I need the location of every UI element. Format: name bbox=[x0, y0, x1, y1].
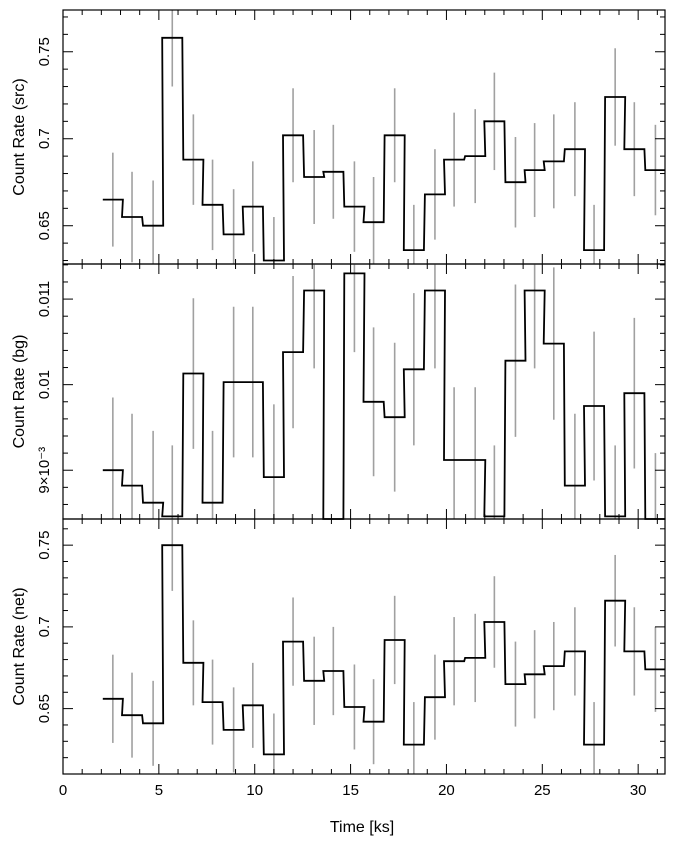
xtick-label: 10 bbox=[246, 782, 263, 799]
bg-series-line bbox=[102, 272, 666, 520]
xtick-label: 0 bbox=[59, 782, 67, 799]
net-ytick-label: 0.75 bbox=[36, 531, 53, 560]
net-y-axis-label: Count Rate (net) bbox=[11, 587, 28, 705]
xtick-label: 25 bbox=[534, 782, 551, 799]
panel-net: 0.65 0.7 0.75 Count Rate (net) 0 5 10 15 20 25 30 bbox=[11, 518, 666, 799]
net-plot-frame bbox=[62, 518, 666, 775]
src-series-line bbox=[102, 36, 666, 262]
bg-y-axis-label: Count Rate (bg) bbox=[11, 335, 28, 449]
bg-ytick-label: 0.01 bbox=[36, 370, 53, 399]
net-ytick-label: 0.65 bbox=[36, 694, 53, 723]
xtick-label: 30 bbox=[630, 782, 647, 799]
xtick-label: 5 bbox=[155, 782, 163, 799]
src-ytick-label: 0.75 bbox=[36, 37, 53, 66]
xtick-label: 20 bbox=[438, 782, 455, 799]
src-ytick-label: 0.7 bbox=[36, 128, 53, 149]
bg-ytick-label: 9×10⁻³ bbox=[36, 447, 53, 494]
panel-bg: 9×10⁻³ 0.01 0.011 Count Rate (bg) bbox=[11, 263, 666, 520]
net-series-line bbox=[102, 544, 666, 756]
src-y-axis-label: Count Rate (src) bbox=[11, 78, 28, 195]
x-axis-label: Time [ks] bbox=[330, 819, 394, 836]
net-ytick-label: 0.7 bbox=[36, 616, 53, 637]
bg-ytick-label: 0.011 bbox=[36, 281, 53, 317]
src-ytick-label: 0.65 bbox=[36, 211, 53, 240]
panel-src: 0.65 0.7 0.75 Count Rate (src) bbox=[11, 9, 666, 265]
xtick-label: 15 bbox=[342, 782, 359, 799]
